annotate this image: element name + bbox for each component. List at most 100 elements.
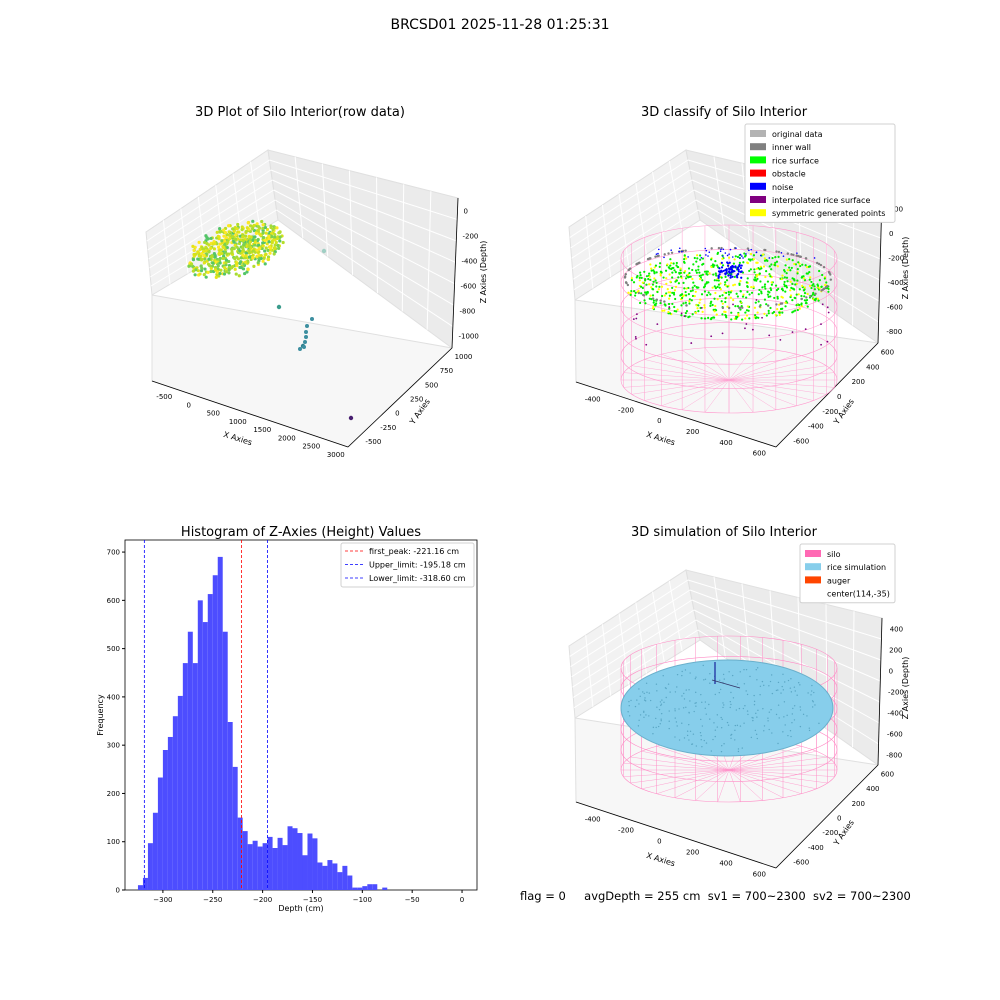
chart4-mesh-point [768, 711, 771, 713]
chart2-noise-point [720, 261, 723, 264]
chart2-surface-point [757, 316, 760, 319]
chart2-silo-spoke [728, 372, 835, 381]
chart2-surface-point [679, 269, 682, 272]
chart2-surface-point [757, 293, 760, 296]
chart2-silo-spoke [661, 354, 730, 381]
chart3-bar [217, 556, 223, 890]
chart2-surface-point [763, 257, 766, 260]
chart4-mesh-point [756, 679, 758, 681]
chart2-surface-point [671, 276, 674, 279]
chart2-interp-point [821, 303, 824, 306]
chart2-surface-point [818, 269, 821, 273]
chart1-surface-point [211, 261, 215, 265]
chart2-wall-point [651, 297, 655, 300]
chart4-grid-line [569, 579, 689, 657]
chart2-interp-point [690, 342, 693, 344]
chart2-silo-spoke [644, 379, 730, 401]
chart4-grid-line [618, 613, 630, 685]
chart1-surface-point [241, 267, 246, 271]
chart4-mesh-point [718, 691, 721, 694]
chart2-noise-point [717, 270, 721, 273]
chart2-surface-point [721, 264, 725, 267]
chart1-surface-point [196, 257, 200, 261]
chart2-floor-pane [574, 299, 880, 448]
chart1-grid-line [274, 199, 454, 306]
chart2-surface-point [721, 302, 724, 305]
chart2-interp-point [635, 317, 638, 320]
chart2-z-tick-label: 200 [890, 205, 903, 213]
chart2-surface-point [668, 273, 671, 276]
chart4-mesh-point [681, 674, 683, 677]
chart2-noise-point [728, 261, 731, 264]
chart1-surface-point [246, 267, 250, 271]
chart2-surface-point [783, 270, 786, 273]
chart2-surface-point [803, 279, 807, 282]
chart1-surface-point [197, 254, 201, 258]
chart4-mesh-point [749, 675, 751, 678]
chart4-rice-surface [620, 659, 834, 757]
chart1-surface-point [222, 234, 226, 238]
chart2-silo-spoke [631, 365, 730, 381]
chart2-surface-point [711, 303, 714, 307]
chart4-mesh-point [688, 711, 690, 714]
chart2-silo-spoke [623, 379, 730, 388]
chart4-mesh-point [730, 734, 732, 736]
chart3-bar [362, 886, 368, 890]
chart2-surface-point [736, 255, 740, 259]
chart1-surface-point [248, 240, 252, 244]
chart4-y-tick-label: -600 [793, 859, 809, 867]
chart2-surface-point [796, 267, 799, 271]
chart4-mesh-point [751, 716, 753, 719]
chart4-mesh-point [777, 742, 779, 745]
chart4-mesh-point [730, 737, 732, 739]
chart2-x-tick-label: 200 [686, 428, 699, 436]
chart2-surface-point [664, 304, 667, 307]
chart2-surface-point [727, 290, 730, 294]
chart2-surface-point [806, 305, 809, 308]
chart2-wall-point [626, 283, 630, 287]
chart2-surface-point [753, 271, 756, 274]
chart3-legend-label: Upper_limit: -195.18 cm [369, 561, 466, 570]
chart2-noise-point [739, 253, 742, 256]
chart1-surface-point [247, 248, 251, 252]
chart2-surface-point [770, 281, 773, 284]
chart3-bar [142, 877, 148, 890]
chart2-surface-point [643, 299, 646, 302]
chart4-x-tick-label: 600 [753, 871, 766, 879]
chart2-surface-point [680, 314, 683, 317]
chart3-x-tick-label: −150 [303, 896, 322, 904]
chart4-mesh-point [660, 703, 663, 705]
chart2-interp-point [710, 335, 713, 338]
chart1-surface-point [198, 272, 202, 276]
chart4-mesh-point [722, 673, 725, 676]
chart4-mesh-point [695, 676, 697, 678]
chart3-legend-label: first_peak: -221.16 cm [369, 547, 459, 556]
chart2-surface-point [746, 290, 749, 293]
chart2-surface-point [774, 261, 777, 265]
chart2-surface-point [791, 282, 794, 286]
chart1-surface-point [264, 252, 268, 256]
chart2-y-axis-line [775, 342, 879, 448]
chart2-wall-point [710, 247, 713, 250]
chart4-mesh-point [643, 699, 646, 701]
chart4-mesh-point [701, 746, 703, 748]
chart4-mesh-point [682, 707, 685, 709]
chart4-mesh-point [777, 704, 780, 706]
chart4-silo-spoke [674, 769, 730, 798]
chart1-surface-point [262, 256, 266, 260]
chart4-mesh-point [643, 692, 645, 695]
chart2-surface-point [765, 314, 768, 317]
chart2-noise-point [719, 250, 722, 253]
chart4-mesh-point [649, 699, 652, 702]
chart2-surface-point [653, 277, 656, 280]
chart2-surface-point [671, 291, 674, 294]
chart2-surface-point [688, 298, 691, 301]
chart1-surface-point [274, 240, 278, 245]
chart2-surface-point [680, 296, 684, 300]
chart2-surface-point [825, 281, 828, 284]
chart3-bar [192, 663, 198, 890]
sv2-text: sv2 = 700~2300 [812, 889, 911, 903]
chart2-interp-point [634, 336, 637, 338]
chart2-surface-point [816, 284, 820, 287]
chart4-mesh-point [674, 691, 677, 693]
